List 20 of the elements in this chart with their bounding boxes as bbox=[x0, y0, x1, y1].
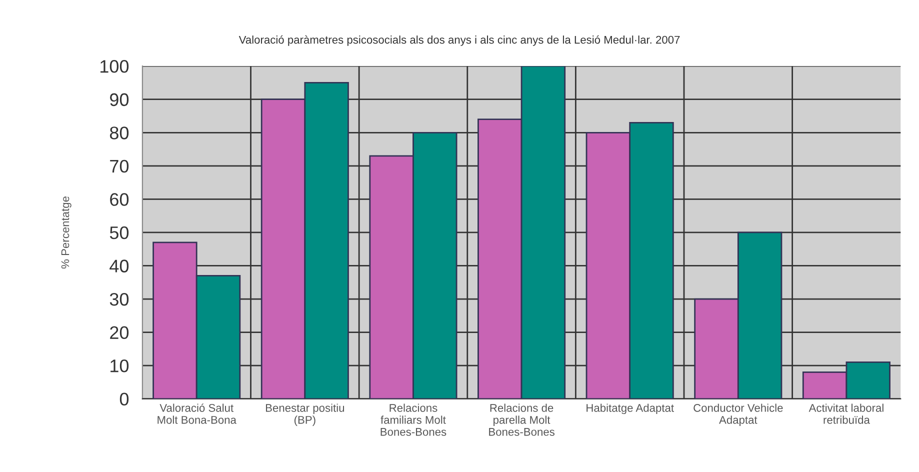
y-tick-label: 0 bbox=[120, 392, 129, 406]
y-tick-label: 50 bbox=[110, 226, 129, 240]
x-tick-label: Valoració Salut Molt Bona-Bona bbox=[158, 404, 236, 424]
y-tick-label: 70 bbox=[110, 160, 129, 173]
y-tick-label: 20 bbox=[110, 326, 129, 340]
x-tick-label: Activitat laboral retribuïda bbox=[808, 404, 884, 424]
y-tick-label: 60 bbox=[110, 193, 129, 206]
chart-title: Valoració paràmetres psicosocials als dos anys i als cinc anys de la Lesió Medul·lar. 2007 bbox=[238, 35, 680, 46]
x-tick-label: Habitatge Adaptat bbox=[586, 404, 674, 414]
y-tick-label: 100 bbox=[100, 60, 129, 73]
y-tick-label: 10 bbox=[110, 360, 129, 372]
y-tick-label: 40 bbox=[110, 260, 129, 272]
y-tick-label: 30 bbox=[110, 292, 129, 306]
y-axis-title: % Percentatge bbox=[61, 196, 72, 269]
y-tick-label: 80 bbox=[110, 126, 129, 140]
x-tick-label: Relacions familiars Molt Bones-Bones bbox=[380, 404, 446, 436]
x-tick-label: Benestar positiu (BP) bbox=[266, 404, 344, 426]
y-tick-label: 90 bbox=[110, 93, 129, 106]
x-tick-label: Conductor Vehicle Adaptat bbox=[694, 404, 783, 426]
x-tick-label: Relacions de parella Molt Bones-Bones bbox=[489, 404, 554, 436]
